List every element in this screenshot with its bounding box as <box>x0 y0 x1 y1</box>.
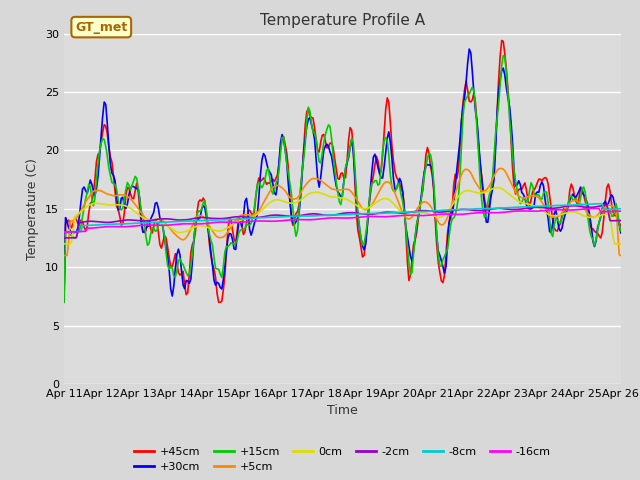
Text: GT_met: GT_met <box>75 21 127 34</box>
Y-axis label: Temperature (C): Temperature (C) <box>26 158 40 260</box>
Legend: +45cm, +30cm, +15cm, +5cm, 0cm, -2cm, -8cm, -16cm: +45cm, +30cm, +15cm, +5cm, 0cm, -2cm, -8… <box>130 442 555 477</box>
Title: Temperature Profile A: Temperature Profile A <box>260 13 425 28</box>
X-axis label: Time: Time <box>327 405 358 418</box>
